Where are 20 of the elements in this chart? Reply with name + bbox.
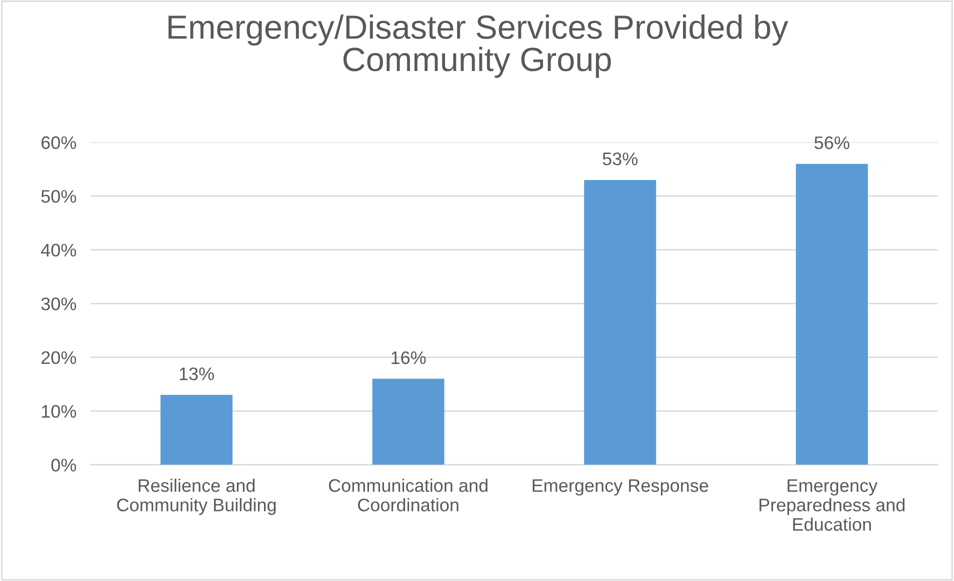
data-label: 56% (814, 136, 850, 150)
y-tick-label: 10% (42, 404, 76, 418)
bar (160, 394, 233, 465)
x-tick-label: Communication and Coordination (328, 478, 488, 512)
y-tick-label: 50% (41, 190, 76, 203)
x-tick-label: Resilience and Community Building (117, 478, 276, 515)
bar (796, 164, 868, 465)
y-tick-label: 30% (41, 298, 76, 310)
y-tick-label: 60% (42, 136, 76, 150)
data-label: 53% (602, 152, 638, 166)
chart-title: Emergency/Disaster Services Provided by Community Group (168, 14, 788, 78)
bar (584, 180, 656, 465)
data-label: 16% (392, 351, 426, 364)
y-tick-label: 40% (41, 244, 76, 257)
x-tick-label: Emergency Preparedness and Education (760, 479, 905, 531)
y-tick-label: 20% (42, 351, 76, 364)
x-tick-label: Emergency Response (532, 479, 708, 496)
y-tick-label: 0% (51, 458, 76, 472)
bar (372, 378, 444, 465)
data-label: 13% (180, 367, 214, 380)
